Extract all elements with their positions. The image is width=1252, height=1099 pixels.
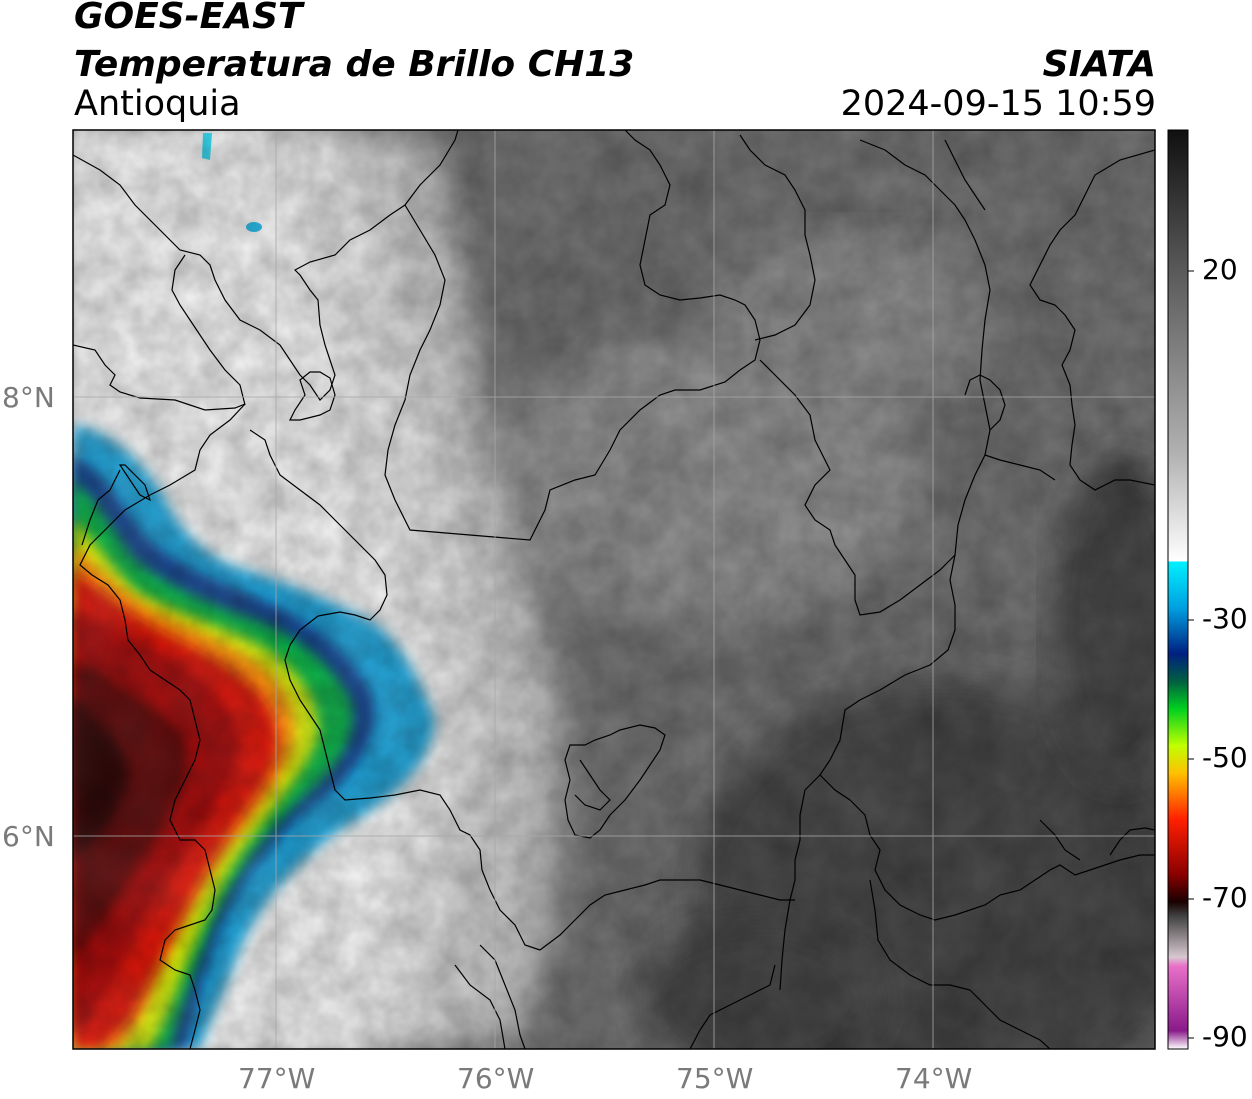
colorbar-ticks xyxy=(1188,270,1194,1039)
region-label: Antioquia xyxy=(74,84,241,124)
lon-label-76w: 76°W xyxy=(457,1062,535,1095)
map-frame xyxy=(72,129,1156,1050)
gridlines xyxy=(73,130,1155,1049)
lon-label-75w: 75°W xyxy=(676,1062,754,1095)
colorbar-label: -50 xyxy=(1202,741,1248,774)
lat-label-6n: 6°N xyxy=(2,820,55,853)
lon-label-77w: 77°W xyxy=(238,1062,316,1095)
title-satellite: GOES-EAST xyxy=(74,0,303,37)
colorbar xyxy=(1168,130,1188,1049)
lon-label-74w: 74°W xyxy=(895,1062,973,1095)
map-imagery xyxy=(73,130,1155,1049)
colorbar-frame xyxy=(1167,129,1189,1050)
colorbar-label: -90 xyxy=(1202,1020,1248,1053)
title-product: Temperatura de Brillo CH13 xyxy=(74,44,635,85)
boundaries xyxy=(73,130,1155,1049)
colorbar-label: -70 xyxy=(1202,881,1248,914)
colorbar-label: -30 xyxy=(1202,602,1248,635)
brand-label: SIATA xyxy=(1042,44,1156,85)
lat-label-8n: 8°N xyxy=(2,381,55,414)
timestamp: 2024-09-15 10:59 xyxy=(840,84,1156,124)
colorbar-label: 20 xyxy=(1202,253,1238,286)
